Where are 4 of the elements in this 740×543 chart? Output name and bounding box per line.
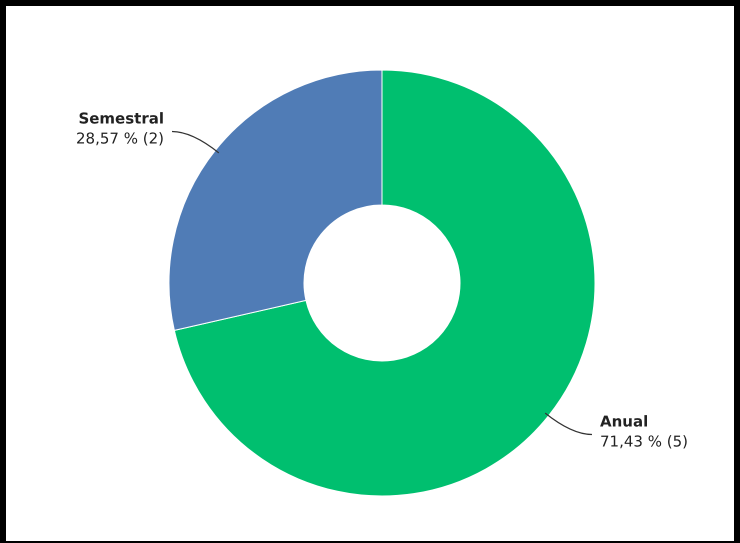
slice-label: Semestral bbox=[78, 109, 164, 128]
data-label: 71,43 % (5) bbox=[600, 432, 688, 451]
slice-label: Anual bbox=[600, 412, 648, 431]
data-label: 28,57 % (2) bbox=[76, 129, 164, 148]
